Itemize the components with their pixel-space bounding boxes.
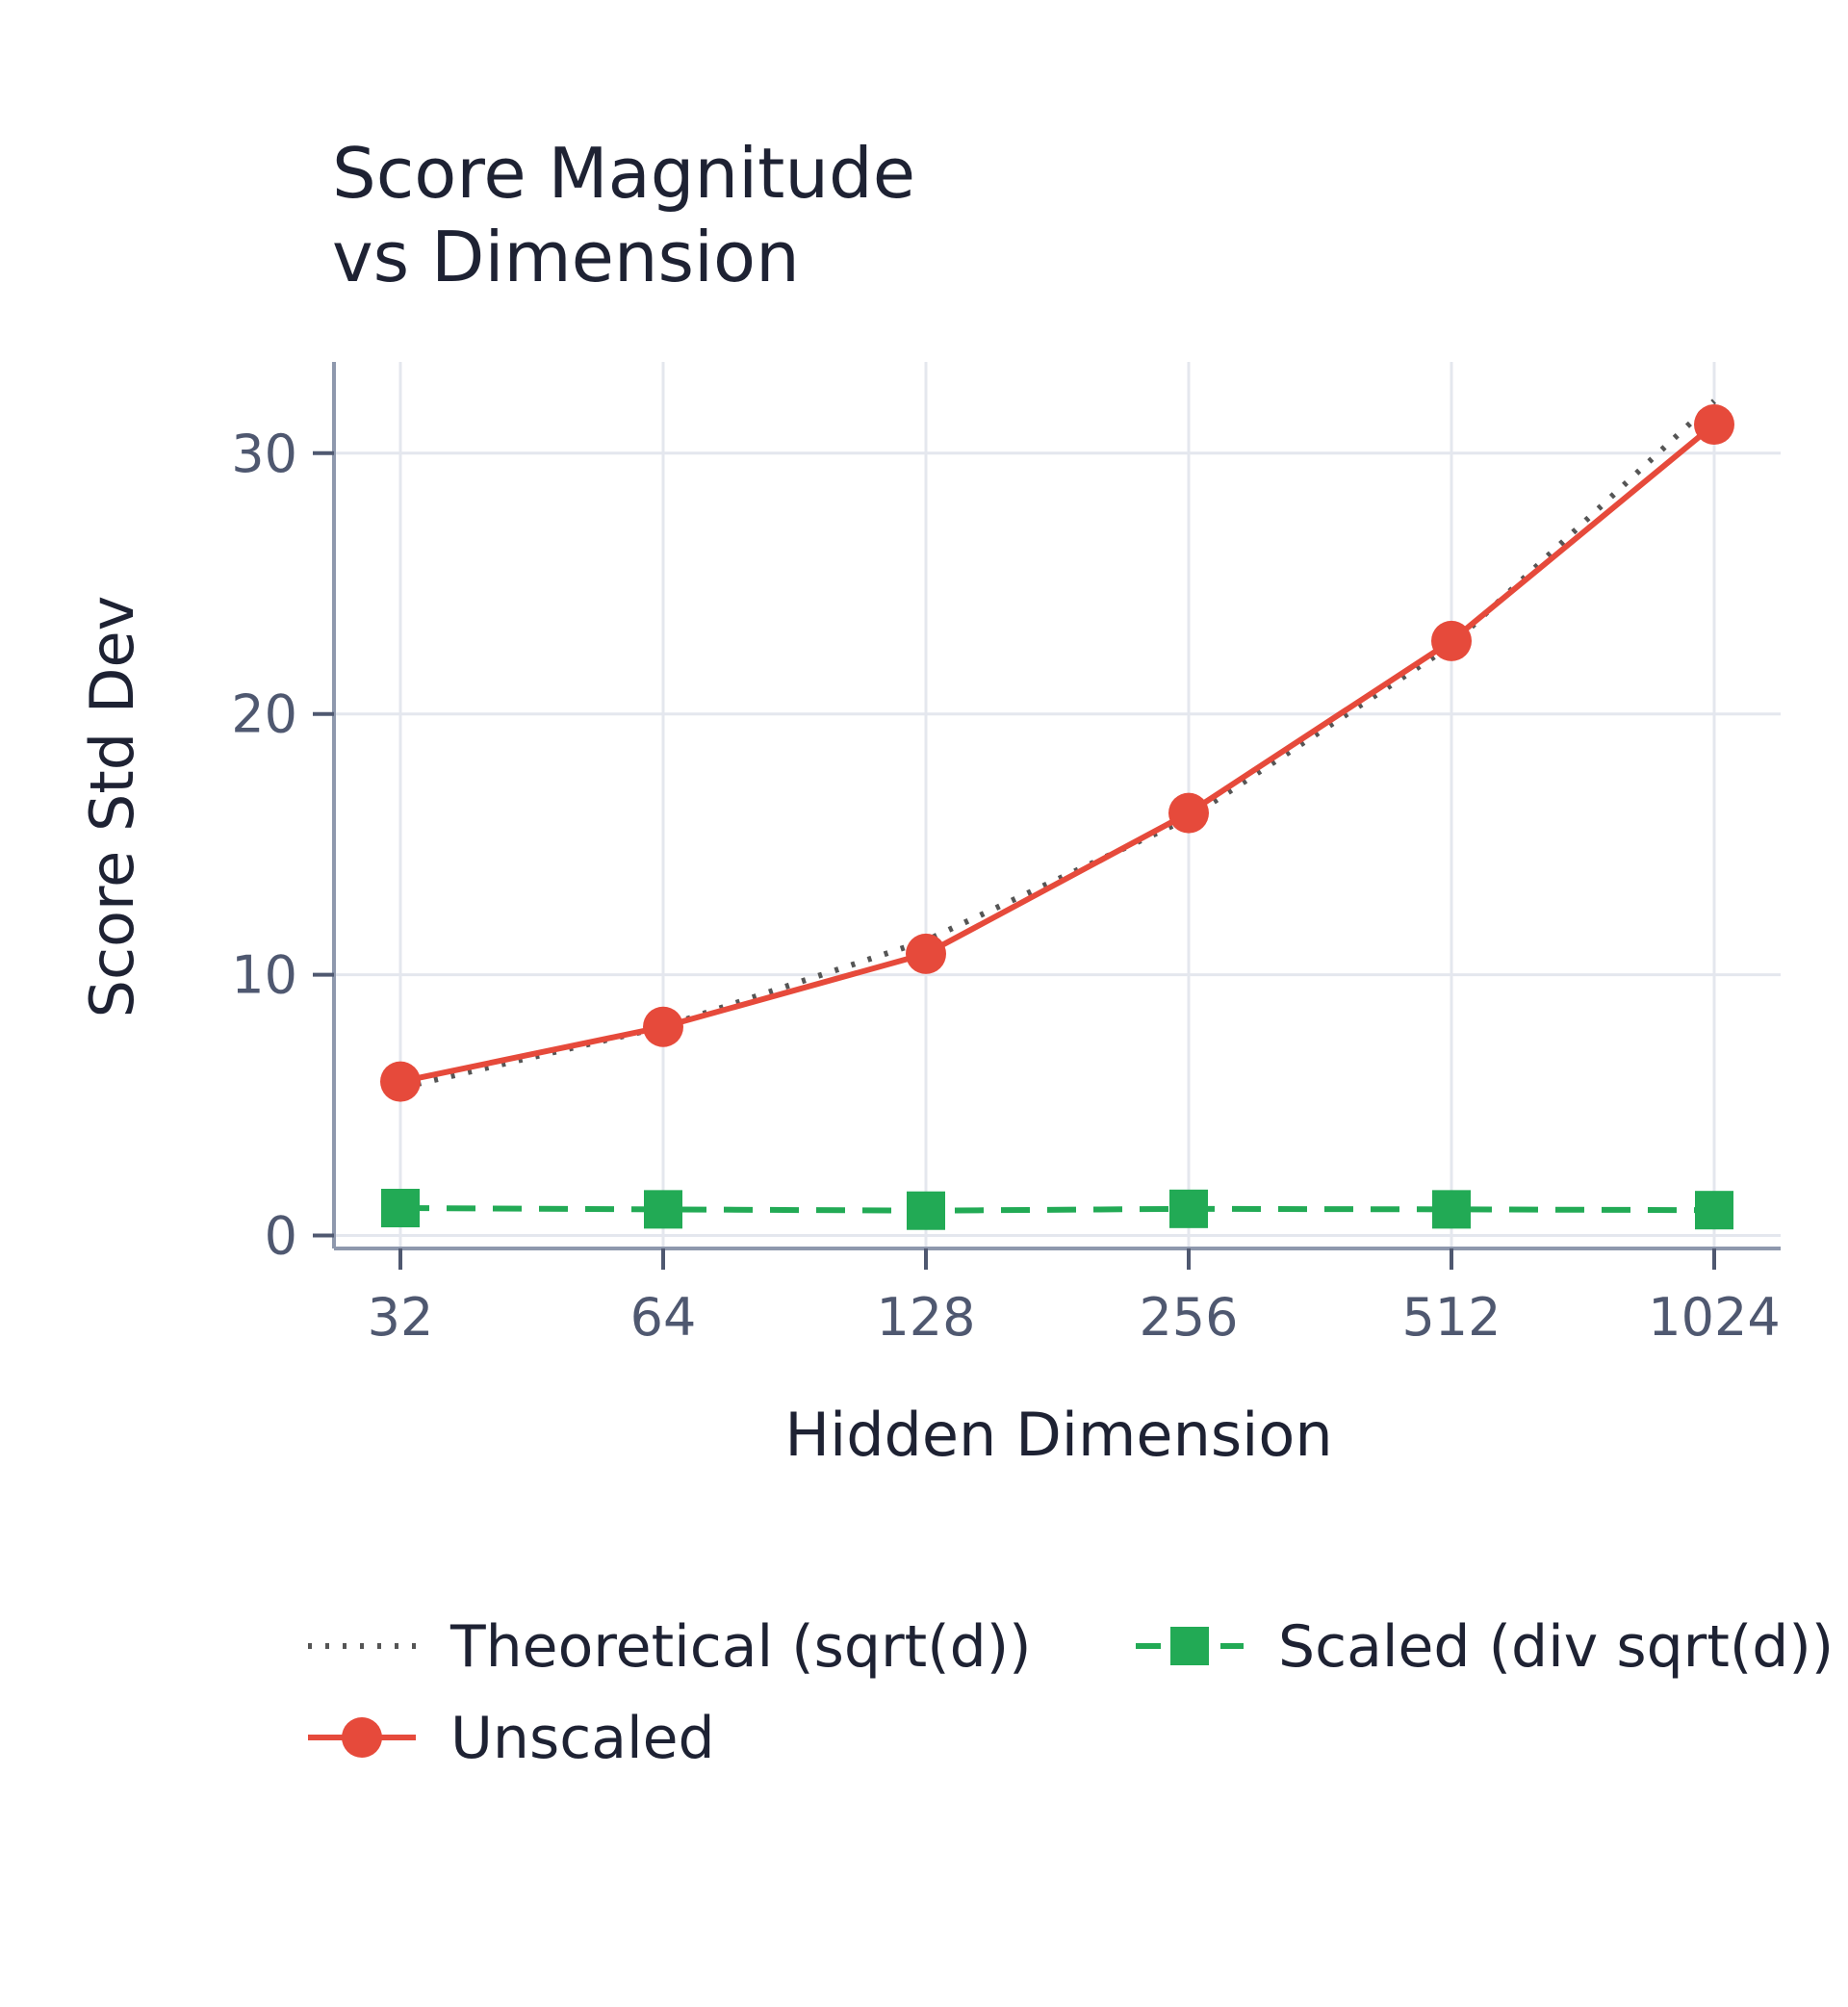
series-1 (399, 399, 1717, 1092)
x-tick-label-128: 128 (876, 1287, 975, 1348)
series-3-point-512 (1432, 1190, 1471, 1229)
series-2-point-64 (643, 1006, 683, 1047)
axes: 32 64 128 256 512 1024 0 10 20 30 (231, 362, 1781, 1348)
series-2-point-512 (1431, 620, 1472, 661)
legend-label-2: Unscaled (450, 1705, 715, 1772)
x-tick-label-256: 256 (1139, 1287, 1238, 1348)
chart-title-line-2: vs Dimension (332, 217, 800, 297)
series-2 (380, 404, 1734, 1102)
legend-item-1: Theoretical (sqrt(d)) (308, 1613, 1032, 1681)
series-2-point-32 (380, 1061, 421, 1102)
series-3-point-1024 (1695, 1191, 1733, 1230)
legend-marker-3 (1170, 1627, 1209, 1665)
series-1-line (399, 399, 1717, 1092)
series-3 (381, 1189, 1733, 1230)
x-axis-label: Hidden Dimension (784, 1400, 1332, 1470)
legend-label-1: Theoretical (sqrt(d)) (449, 1613, 1032, 1681)
legend: Theoretical (sqrt(d)) Unscaled Scaled (div… (308, 1613, 1834, 1772)
legend-marker-2 (342, 1717, 382, 1758)
series-2-point-256 (1168, 792, 1209, 834)
series-3-point-64 (644, 1190, 682, 1229)
series-3-point-128 (907, 1191, 945, 1230)
y-tick-label-20: 20 (231, 684, 297, 745)
grid (334, 362, 1781, 1248)
series-2-line (399, 422, 1716, 1085)
series-2-point-1024 (1694, 404, 1734, 446)
series-3-point-256 (1169, 1189, 1208, 1228)
x-tick-label-512: 512 (1401, 1287, 1501, 1348)
legend-label-3: Scaled (div sqrt(d)) (1278, 1613, 1834, 1681)
legend-item-3: Scaled (div sqrt(d)) (1136, 1613, 1834, 1681)
y-tick-label-30: 30 (231, 424, 297, 484)
x-tick-label-1024: 1024 (1648, 1287, 1780, 1348)
y-tick-label-10: 10 (231, 945, 297, 1006)
y-axis-label: Score Std Dev (77, 596, 147, 1018)
chart-title-line-1: Score Magnitude (332, 133, 915, 214)
series-2-point-128 (906, 933, 946, 974)
series-3-point-32 (381, 1189, 420, 1228)
legend-item-2: Unscaled (308, 1705, 715, 1772)
x-tick-label-64: 64 (630, 1287, 697, 1348)
series (380, 399, 1734, 1230)
x-tick-label-32: 32 (368, 1287, 434, 1348)
series-3-line (399, 1205, 1715, 1214)
y-tick-label-0: 0 (265, 1205, 297, 1266)
